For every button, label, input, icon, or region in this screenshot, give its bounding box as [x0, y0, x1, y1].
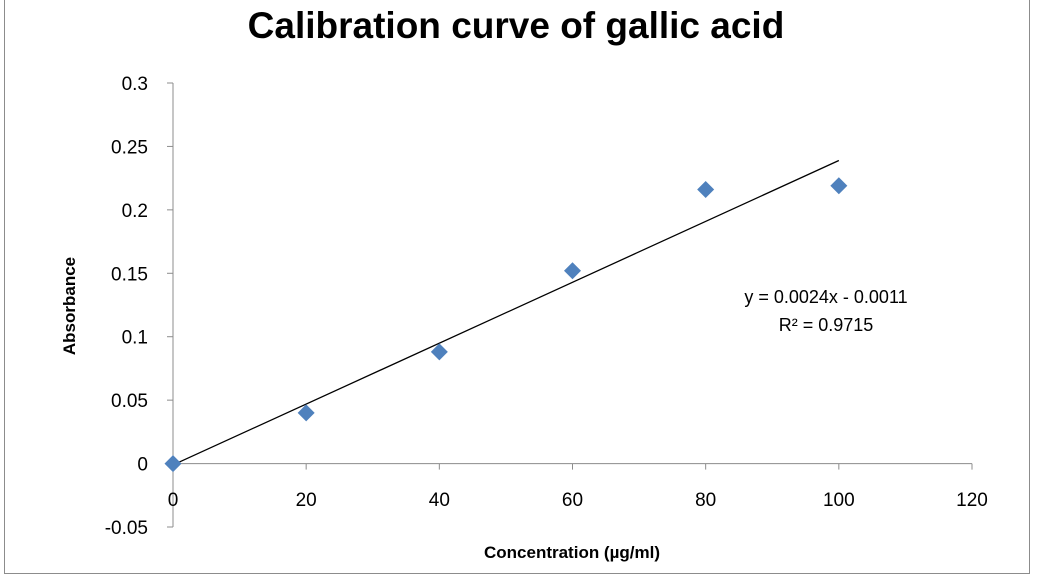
y-tick-label: 0.3 [122, 74, 148, 95]
y-tick-label: -0.05 [105, 518, 148, 539]
chart-frame [4, 0, 1030, 574]
x-tick-label: 60 [562, 490, 583, 511]
x-tick-label: 40 [429, 490, 450, 511]
data-point [297, 404, 315, 422]
x-tick-label: 100 [823, 490, 855, 511]
trendline-group [172, 159, 840, 466]
x-tick-labels: 0 20 40 60 80 100 120 [168, 490, 988, 511]
y-axis-title: Absorbance [60, 257, 79, 355]
x-tick-label: 80 [695, 490, 716, 511]
y-tick-label: 0.25 [111, 137, 148, 158]
x-axis-title: Concentration (µg/ml) [484, 543, 660, 562]
y-tick-label: 0.1 [122, 328, 148, 349]
data-point [430, 343, 448, 361]
y-tick-label: 0.05 [111, 391, 148, 412]
data-point [564, 262, 581, 280]
data-points [164, 177, 848, 473]
chart-title: Calibration curve of gallic acid [248, 5, 785, 46]
trendline [172, 159, 840, 466]
x-tick-label: 20 [296, 490, 317, 511]
y-tick-labels: -0.05 0 0.05 0.1 0.15 0.2 0.25 0.3 [105, 74, 148, 539]
trendline-equation: y = 0.0024x - 0.0011 [744, 287, 907, 307]
y-tick-label: 0.2 [122, 201, 148, 222]
r-squared-label: R² = 0.9715 [779, 315, 874, 335]
data-point [164, 455, 182, 473]
y-tick-label: 0.15 [111, 264, 148, 285]
data-point [830, 177, 848, 195]
x-tick-label: 0 [168, 490, 179, 511]
x-tick-label: 120 [956, 490, 988, 511]
y-tick-label: 0 [137, 455, 148, 476]
data-point [697, 181, 715, 199]
